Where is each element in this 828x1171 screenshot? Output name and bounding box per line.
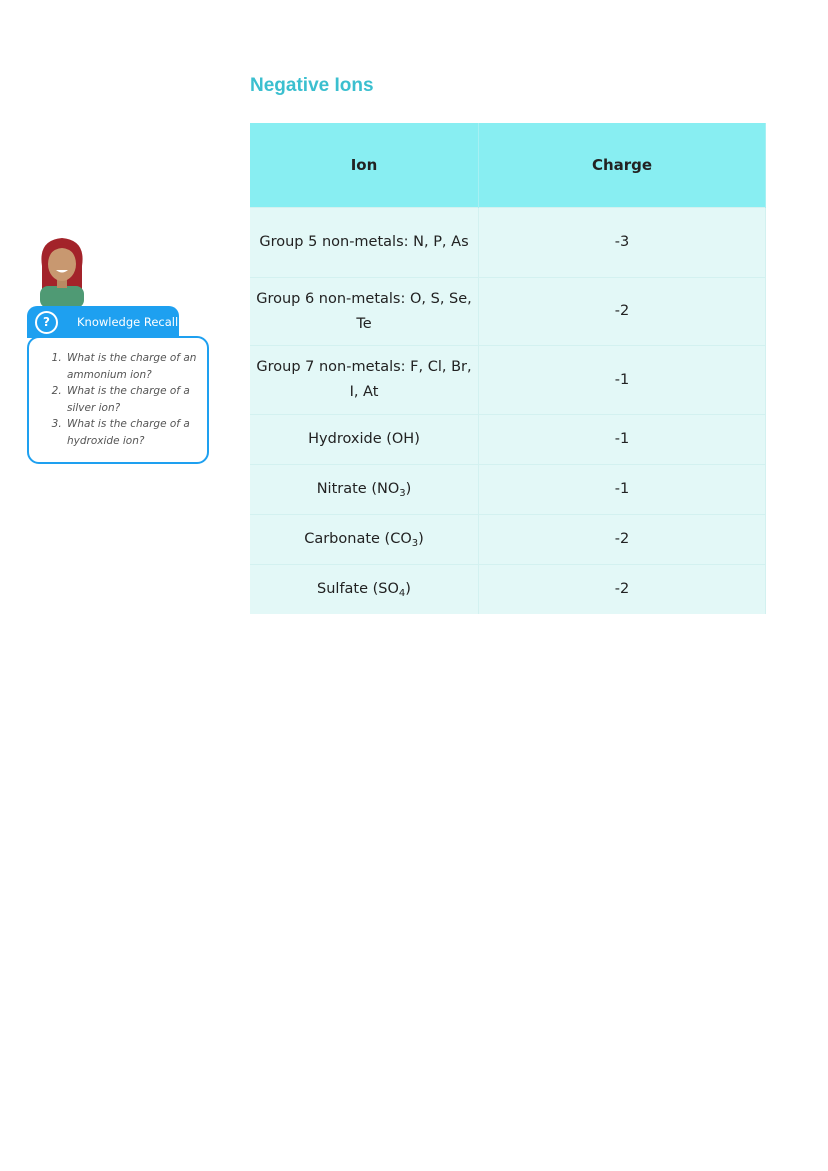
ion-subscript: 3 bbox=[399, 488, 406, 499]
ion-suffix: ) bbox=[405, 481, 412, 497]
ion-suffix: ) bbox=[405, 580, 411, 597]
ion-name: Sulfate (SO bbox=[317, 580, 399, 597]
negative-ions-table: Ion Charge Group 5 non-metals: N, P, As -… bbox=[250, 123, 766, 614]
ion-cell: Hydroxide (OH) bbox=[250, 414, 479, 465]
question-mark-icon: ? bbox=[35, 311, 58, 334]
ion-cell: Nitrate (NO3) bbox=[250, 464, 479, 515]
table-row: Hydroxide (OH) -1 bbox=[250, 414, 766, 465]
ion-cell: Carbonate (CO3) bbox=[250, 514, 479, 565]
table-row: Carbonate (CO3) -2 bbox=[250, 514, 766, 565]
charge-cell: -1 bbox=[478, 345, 766, 415]
charge-cell: -2 bbox=[478, 564, 766, 614]
charge-cell: -1 bbox=[478, 464, 766, 515]
table-row: Group 6 non-metals: O, S, Se, Te -2 bbox=[250, 277, 766, 346]
table-row: Group 5 non-metals: N, P, As -3 bbox=[250, 207, 766, 278]
table-row: Sulfate (SO4) -2 bbox=[250, 564, 766, 614]
question-item: What is the charge of a silver ion? bbox=[65, 383, 207, 416]
ion-name: Nitrate (NO bbox=[316, 481, 400, 497]
question-item: What is the charge of a hydroxide ion? bbox=[65, 416, 207, 449]
teacher-avatar-icon bbox=[40, 238, 84, 308]
table-row: Group 7 non-metals: F, Cl, Br, I, At -1 bbox=[250, 345, 766, 415]
charge-cell: -2 bbox=[478, 277, 766, 346]
ion-cell: Sulfate (SO4) bbox=[250, 564, 479, 614]
ion-cell: Group 7 non-metals: F, Cl, Br, I, At bbox=[250, 345, 479, 415]
knowledge-recall-tab: ? Knowledge Recall bbox=[27, 306, 179, 338]
ion-name: Group 7 non-metals: F, Cl, Br, I, At bbox=[256, 359, 472, 400]
charge-cell: -2 bbox=[478, 514, 766, 565]
ion-cell: Group 5 non-metals: N, P, As bbox=[250, 207, 479, 278]
ion-suffix: ) bbox=[418, 531, 424, 547]
knowledge-recall-content: What is the charge of an ammonium ion?Wh… bbox=[27, 336, 209, 464]
ion-name: Group 5 non-metals: N, P, As bbox=[259, 234, 469, 250]
table-header-row: Ion Charge bbox=[250, 123, 766, 208]
ion-subscript: 4 bbox=[398, 587, 406, 599]
question-item: What is the charge of an ammonium ion? bbox=[65, 350, 207, 383]
knowledge-recall-title: Knowledge Recall bbox=[77, 315, 179, 329]
question-list: What is the charge of an ammonium ion?Wh… bbox=[29, 350, 207, 449]
column-header-charge: Charge bbox=[478, 123, 766, 208]
charge-cell: -3 bbox=[478, 207, 766, 278]
ion-cell: Group 6 non-metals: O, S, Se, Te bbox=[250, 277, 479, 346]
column-header-ion: Ion bbox=[250, 123, 479, 208]
ion-name: Hydroxide (OH) bbox=[308, 431, 420, 447]
table-row: Nitrate (NO3) -1 bbox=[250, 464, 766, 515]
ion-name: Group 6 non-metals: O, S, Se, Te bbox=[256, 290, 472, 332]
section-heading: Negative Ions bbox=[250, 75, 374, 96]
charge-cell: -1 bbox=[478, 414, 766, 465]
ion-subscript: 3 bbox=[411, 538, 419, 549]
ion-name: Carbonate (CO bbox=[304, 531, 412, 547]
